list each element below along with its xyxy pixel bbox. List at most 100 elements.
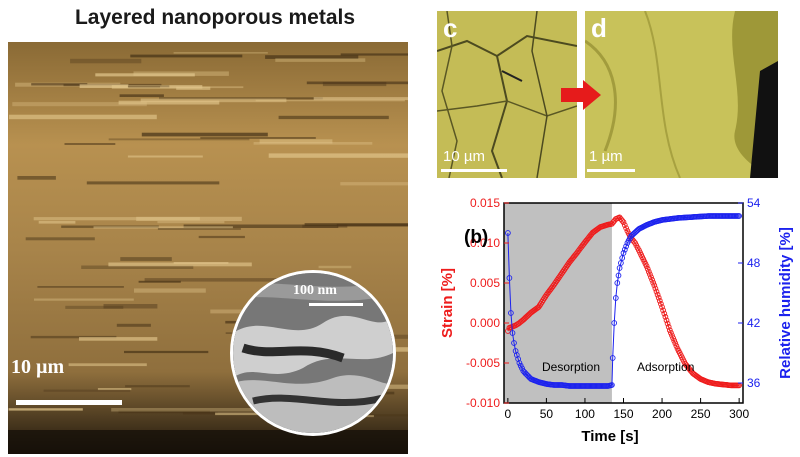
layer-streak <box>43 389 131 392</box>
humidity-point <box>512 348 519 354</box>
layer-streak <box>275 58 366 62</box>
strain-point <box>654 291 661 298</box>
layer-streak <box>81 265 194 269</box>
strain-point <box>623 225 629 231</box>
humidity-point <box>736 213 742 219</box>
layer-streak <box>33 217 200 221</box>
humidity-point <box>621 246 628 253</box>
strain-point <box>644 266 651 272</box>
sem-c-texture <box>437 11 577 178</box>
layer-streak <box>65 305 124 309</box>
humidity-point <box>619 255 626 261</box>
layer-streak <box>173 52 268 54</box>
layer-streak <box>200 137 316 139</box>
x-tick-label: 200 <box>652 407 672 421</box>
x-axis-label: Time [s] <box>581 428 638 445</box>
layer-streak <box>31 83 88 86</box>
layer-streak <box>37 286 124 288</box>
layer-streak <box>127 85 170 88</box>
humidity-point <box>612 295 619 301</box>
layer-streak <box>118 410 210 414</box>
humidity-point <box>511 340 517 346</box>
humidity-point <box>614 280 621 286</box>
layer-streak <box>255 99 405 102</box>
layer-streak <box>183 224 339 228</box>
layer-streak <box>95 73 195 77</box>
annotation-adsorption: Adsorption <box>637 360 694 374</box>
y-left-tick-label: 0.005 <box>470 276 500 290</box>
layer-streak <box>116 323 151 327</box>
strain-point <box>653 288 660 295</box>
panel-d-letter: d <box>591 13 607 43</box>
humidity-point <box>516 360 523 366</box>
humidity-point <box>515 356 521 362</box>
y-right-tick-label: 42 <box>747 316 761 330</box>
layer-streak <box>182 411 218 415</box>
strain-point <box>661 310 668 317</box>
main-scale-bar <box>16 400 122 405</box>
humidity-point <box>609 382 615 388</box>
layer-streak <box>103 304 158 309</box>
panel-c-scale-label: 10 µm <box>443 148 485 165</box>
layer-streak <box>64 143 116 145</box>
humidity-point <box>623 243 629 250</box>
layer-streak <box>268 153 408 158</box>
sem-panel-c: c 10 µm <box>437 11 577 178</box>
strain-point <box>645 268 652 275</box>
strain-point <box>643 263 650 270</box>
y-left-axis-ticks: -0.010 -0.005 0.000 0.005 0.010 0.015 <box>466 196 509 410</box>
humidity-point <box>620 250 627 256</box>
layer-streak <box>34 298 134 301</box>
layer-streak <box>340 182 408 186</box>
y-left-tick-label: 0.010 <box>470 236 500 250</box>
layer-streak <box>30 335 117 339</box>
layer-streak <box>302 224 348 228</box>
layer-streak <box>253 142 373 145</box>
panel-c-letter: c <box>443 13 458 43</box>
layer-streak <box>159 97 323 100</box>
layer-streak <box>38 220 76 224</box>
strain-point <box>663 317 670 324</box>
humidity-point <box>509 330 516 336</box>
strain-point <box>620 219 627 226</box>
strain-point <box>621 222 628 228</box>
humidity-point <box>508 310 514 316</box>
humidity-series <box>505 213 742 389</box>
layer-streak <box>306 81 408 85</box>
strain-point <box>669 332 675 339</box>
panel-d-scale-label: 1 µm <box>589 148 623 165</box>
y-right-axis-ticks: 36 42 48 54 <box>738 196 761 390</box>
layer-streak <box>130 54 243 58</box>
inset-scale-label: 100 nm <box>293 283 337 298</box>
layer-streak <box>108 138 250 141</box>
x-tick-label: 300 <box>729 407 749 421</box>
layer-streak <box>79 337 158 341</box>
y-left-tick-label: -0.005 <box>466 356 500 370</box>
strain-point <box>662 314 669 320</box>
strain-point <box>672 340 679 347</box>
humidity-point <box>513 352 520 358</box>
strain-point <box>619 217 626 224</box>
layer-streak <box>140 98 287 103</box>
strain-point <box>648 274 654 281</box>
layer-streak <box>210 309 247 314</box>
y-right-axis-label: Relative humidity [%] <box>777 227 794 379</box>
y-right-tick-label: 36 <box>747 376 761 390</box>
layer-streak <box>111 408 265 412</box>
y-left-tick-label: 0.015 <box>470 196 500 210</box>
x-tick-label: 0 <box>505 407 512 421</box>
figure-title: Layered nanoporous metals <box>74 6 356 29</box>
strain-point <box>652 285 659 292</box>
layer-streak <box>198 235 245 239</box>
humidity-point <box>609 355 616 361</box>
strain-point <box>650 279 657 286</box>
y-right-tick-label: 54 <box>747 196 761 210</box>
humidity-point <box>505 230 511 236</box>
layer-streak <box>138 280 181 283</box>
layer-streak <box>141 132 268 137</box>
layer-streak <box>176 86 211 90</box>
inset-scale-bar <box>309 303 363 306</box>
layer-streak <box>79 84 129 88</box>
annotation-desorption: Desorption <box>542 360 600 374</box>
y-right-tick-label: 48 <box>747 256 761 270</box>
